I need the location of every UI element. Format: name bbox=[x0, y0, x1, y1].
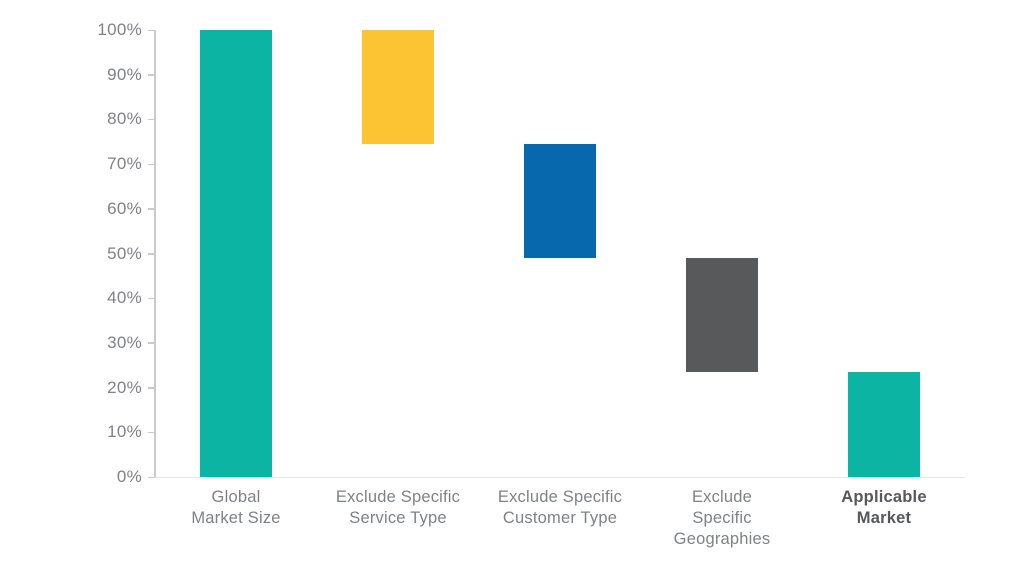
y-axis-tick bbox=[148, 387, 155, 389]
y-axis-tick-label: 90% bbox=[107, 64, 142, 84]
x-axis-label-exclude-specific-customer-type: Exclude Specific Customer Type bbox=[479, 487, 641, 529]
bar-global-market-size bbox=[200, 30, 272, 477]
x-axis-label-line: Exclude Specific bbox=[497, 488, 623, 506]
bar-exclude-specific-geographies bbox=[686, 257, 758, 372]
y-axis-tick-label: 10% bbox=[107, 422, 142, 442]
bar-exclude-specific-service-type bbox=[362, 30, 434, 144]
y-axis-tick-label: 0% bbox=[116, 467, 142, 486]
y-axis-tick-label: 30% bbox=[107, 332, 142, 352]
x-axis-label-line: Market bbox=[856, 509, 912, 527]
bar-applicable-market bbox=[848, 371, 920, 477]
x-axis-label-line: Service Type bbox=[349, 509, 447, 527]
x-axis-label-line: Specific bbox=[692, 509, 752, 527]
x-axis-label-line: Global bbox=[211, 488, 261, 506]
y-axis-tick-label: 40% bbox=[107, 288, 142, 308]
x-axis-label-global-market-size: Global Market Size bbox=[155, 487, 317, 529]
x-axis-line bbox=[155, 476, 965, 478]
x-axis-label-exclude-specific-service-type: Exclude Specific Service Type bbox=[317, 487, 479, 529]
bar-exclude-specific-customer-type bbox=[524, 144, 596, 258]
y-axis-tick-label: 20% bbox=[107, 377, 142, 397]
y-axis-tick bbox=[148, 297, 155, 300]
y-axis-tick bbox=[148, 74, 155, 76]
x-axis-label-line: Exclude bbox=[691, 488, 753, 506]
plot-area: 0% 10% 20% 30% 40% 50% 60% 70% 80% 90% 100% Global… bbox=[97, 20, 965, 548]
x-axis-label-line: Geographies bbox=[673, 530, 771, 548]
y-axis-tick-label: 80% bbox=[107, 109, 142, 129]
x-axis-label-line: Applicable bbox=[841, 488, 927, 506]
y-axis-tick-label: 100% bbox=[97, 20, 142, 39]
y-axis-tick-label: 50% bbox=[107, 243, 142, 263]
y-axis-tick bbox=[148, 342, 155, 344]
y-axis-tick-label: 60% bbox=[107, 198, 142, 218]
y-axis-tick bbox=[148, 163, 155, 166]
x-axis-label-line: Customer Type bbox=[502, 509, 618, 527]
y-axis-tick bbox=[148, 253, 155, 255]
y-axis-tick bbox=[148, 29, 155, 31]
y-axis-tick bbox=[148, 476, 155, 478]
y-axis-tick-label: 70% bbox=[107, 154, 142, 174]
x-axis-label-line: Market Size bbox=[191, 509, 281, 527]
y-axis-tick bbox=[148, 118, 155, 121]
x-axis-label-exclude-specific-geographies: Exclude Specific Geographies bbox=[641, 487, 803, 550]
x-axis-label-line: Exclude Specific bbox=[335, 488, 461, 506]
x-axis-label-applicable-market: Applicable Market bbox=[803, 487, 965, 529]
y-axis-tick bbox=[148, 208, 155, 210]
y-axis-tick bbox=[148, 431, 155, 434]
